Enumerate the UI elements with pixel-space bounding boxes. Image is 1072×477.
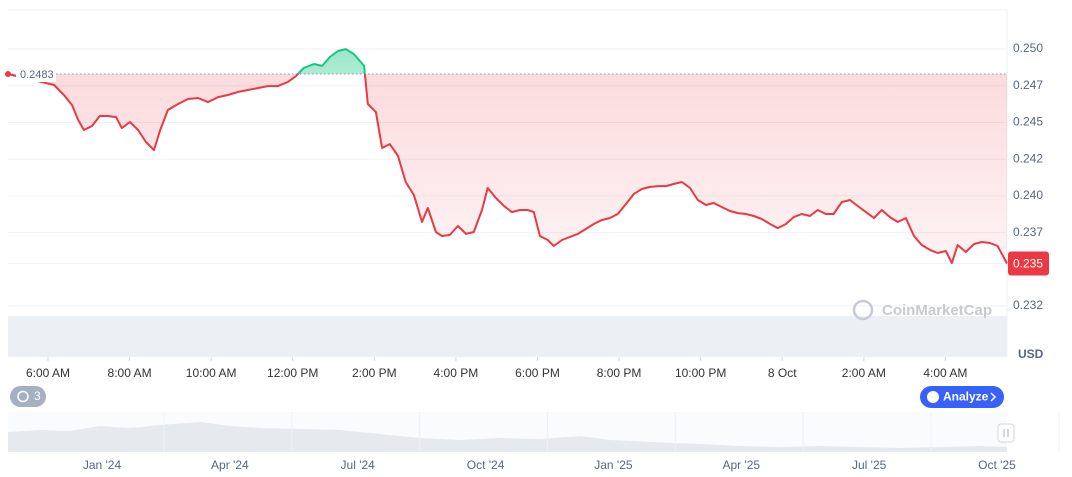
navigator bbox=[8, 412, 1060, 452]
baseline-label: 0.2483 bbox=[20, 69, 54, 81]
watermark-text: CoinMarketCap bbox=[882, 302, 992, 319]
navigator-label: Jul '25 bbox=[852, 458, 887, 472]
x-tick-label: 12:00 PM bbox=[267, 366, 318, 380]
x-tick-label: 8 Oct bbox=[768, 366, 797, 380]
y-tick-label: 0.245 bbox=[1013, 115, 1043, 129]
current-price-label: 0.235 bbox=[1013, 257, 1043, 271]
plot bbox=[5, 48, 1008, 264]
x-tick-label: 8:00 AM bbox=[108, 366, 152, 380]
navigator-label: Apr '24 bbox=[211, 458, 249, 472]
x-tick-label: 2:00 PM bbox=[352, 366, 397, 380]
navigator-label: Jan '24 bbox=[83, 458, 122, 472]
x-tick-label: 10:00 PM bbox=[675, 366, 726, 380]
navigator-label: Jul '24 bbox=[341, 458, 376, 472]
analyze-icon bbox=[927, 391, 939, 403]
navigator-label: Oct '24 bbox=[467, 458, 505, 472]
watermark-logo bbox=[852, 299, 874, 321]
y-tick-label: 0.242 bbox=[1013, 151, 1043, 165]
y-tick-label: 0.250 bbox=[1013, 41, 1043, 55]
x-tick-label: 6:00 PM bbox=[515, 366, 560, 380]
y-unit: USD bbox=[1018, 347, 1044, 361]
x-tick-label: 6:00 AM bbox=[26, 366, 70, 380]
navigator-grid bbox=[163, 412, 1060, 452]
baseline-label-bg bbox=[16, 66, 56, 83]
x-tick-label: 8:00 PM bbox=[597, 366, 642, 380]
navigator-label: Jan '25 bbox=[594, 458, 633, 472]
x-tick-label: 4:00 PM bbox=[434, 366, 479, 380]
price-line bbox=[7, 48, 1008, 264]
history-button[interactable]: 3 bbox=[10, 386, 46, 407]
navigator-area bbox=[8, 422, 1007, 452]
analyze-button[interactable]: Analyze bbox=[920, 386, 1004, 408]
current-price-badge bbox=[1008, 251, 1049, 276]
start-point bbox=[5, 71, 11, 78]
y-tick-label: 0.232 bbox=[1013, 298, 1043, 312]
y-tick-label: 0.247 bbox=[1013, 78, 1043, 92]
history-count[interactable]: 3 bbox=[34, 389, 41, 403]
x-tick-label: 2:00 AM bbox=[842, 366, 886, 380]
x-tick-label: 10:00 AM bbox=[186, 366, 237, 380]
history-icon bbox=[17, 390, 29, 403]
watermark: CoinMarketCap bbox=[852, 299, 992, 321]
x-tick-label: 4:00 AM bbox=[923, 366, 967, 380]
navigator-handle[interactable] bbox=[997, 423, 1015, 443]
analyze-button-bg[interactable] bbox=[920, 386, 1004, 408]
analyze-label[interactable]: Analyze bbox=[943, 390, 989, 404]
y-tick-label: 0.240 bbox=[1013, 188, 1043, 202]
volume-band bbox=[8, 316, 1007, 357]
navigator-label: Oct '25 bbox=[978, 458, 1016, 472]
price-area bbox=[8, 49, 1007, 264]
y-tick-label: 0.237 bbox=[1013, 225, 1043, 239]
analyze-chevron bbox=[990, 392, 997, 402]
navigator-label: Apr '25 bbox=[722, 458, 760, 472]
